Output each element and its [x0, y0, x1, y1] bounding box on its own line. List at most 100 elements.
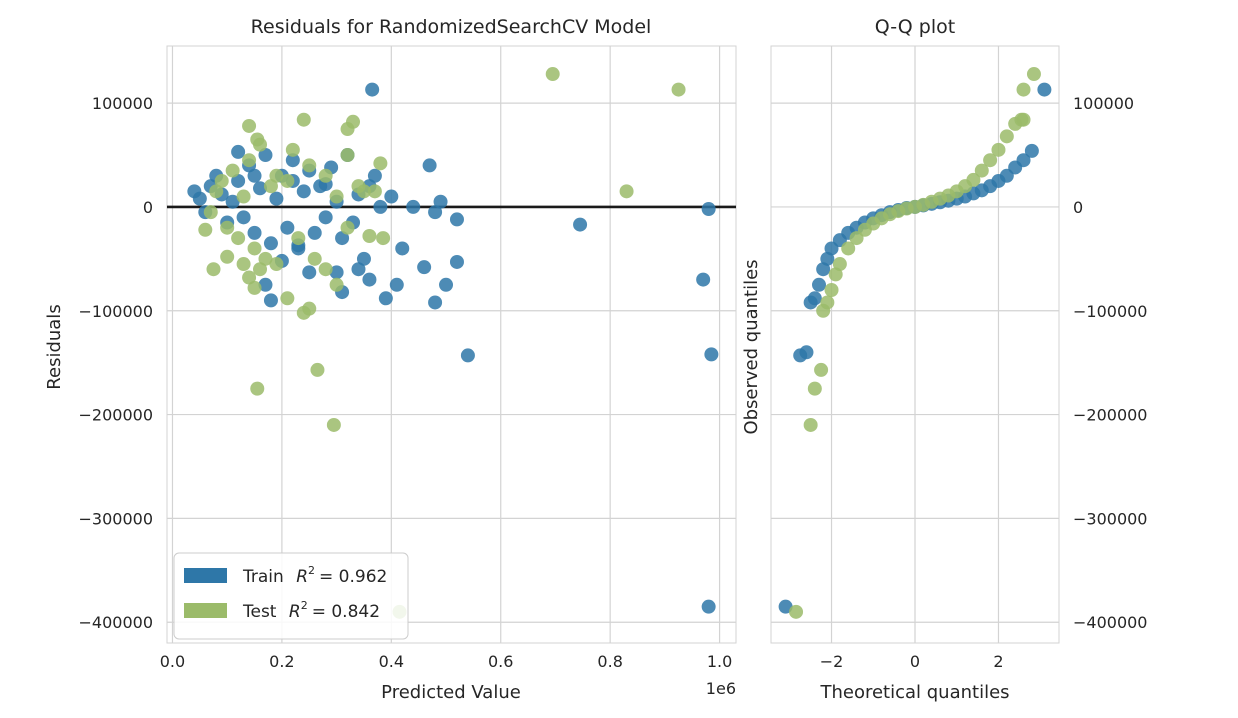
residuals-test-point: [285, 142, 300, 157]
legend-train-r2: = 0.962: [319, 567, 387, 587]
residuals-test-point: [269, 257, 284, 272]
residuals-train-point: [253, 181, 268, 196]
qq-train-point: [1016, 153, 1031, 168]
qq-series-test: [789, 67, 1041, 619]
residuals-test-point: [250, 381, 265, 396]
residuals-test-point: [258, 251, 273, 266]
residuals-test-point: [236, 257, 251, 272]
residuals-train-point: [406, 199, 421, 214]
qq-test-point: [841, 241, 856, 256]
residuals-train-point: [573, 217, 588, 232]
residuals-train-point: [449, 212, 464, 227]
residuals-y-label: Residuals: [44, 304, 65, 389]
residuals-train-point: [192, 191, 207, 206]
qq-test-point: [974, 163, 989, 178]
residuals-test-point: [263, 179, 278, 194]
qq-test-point: [807, 381, 822, 396]
residuals-train-point: [263, 236, 278, 251]
residuals-train-point: [296, 184, 311, 199]
qq-train-point: [1024, 143, 1039, 158]
residuals-test-point: [296, 305, 311, 320]
residuals-train-point: [285, 153, 300, 168]
residuals-test-point: [619, 184, 634, 199]
residuals-test-point: [376, 231, 391, 246]
qq-y-tick-label: −100000: [1073, 302, 1147, 321]
residuals-test-point: [242, 118, 257, 133]
residuals-test-point: [242, 153, 257, 168]
residuals-train-point: [433, 194, 448, 209]
residuals-test-point: [206, 262, 221, 277]
residuals-x-tick-label: 0.2: [269, 652, 294, 671]
residuals-test-point: [225, 163, 240, 178]
legend-train-r: R: [296, 567, 308, 587]
residuals-train-point: [696, 272, 711, 287]
residuals-y-tick-label: −300000: [79, 509, 153, 528]
residuals-x-tick-label: 0.8: [597, 652, 622, 671]
residuals-train-point: [362, 272, 377, 287]
residuals-train-point: [373, 199, 388, 214]
legend-frame: [173, 552, 409, 640]
qq-test-point: [832, 257, 847, 272]
qq-series-train: [778, 82, 1052, 614]
qq-y-tick-label: 100000: [1073, 94, 1134, 113]
residuals-y-tick-label: 0: [143, 198, 153, 217]
residuals-train-point: [365, 82, 380, 97]
qq-title: Q-Q plot: [875, 16, 955, 38]
residuals-test-point: [329, 189, 344, 204]
residuals-train-point: [329, 265, 344, 280]
qq-test-point: [820, 295, 835, 310]
residuals-test-point: [318, 262, 333, 277]
legend-test-prefix: Test: [242, 602, 277, 622]
residuals-train-point: [302, 265, 317, 280]
residuals-test-point: [356, 184, 371, 199]
qq-y-label: Observed quantiles: [741, 259, 762, 434]
residuals-grid: [167, 46, 736, 643]
residuals-test-point: [362, 229, 377, 244]
qq-train-point: [812, 277, 826, 292]
qq-train-point: [778, 599, 793, 614]
residuals-y-tick-label: −400000: [79, 613, 153, 632]
residuals-test-point: [198, 222, 213, 237]
qq-test-point: [1016, 82, 1031, 97]
legend-test-label: Test R2 = 0.842: [242, 599, 380, 622]
residuals-test-point: [329, 277, 344, 292]
legend-train-sup: 2: [308, 564, 315, 577]
residuals-train-point: [389, 277, 404, 292]
residuals-train-point: [269, 191, 284, 206]
residuals-test-point: [253, 262, 268, 277]
residuals-test-point: [291, 231, 306, 246]
residuals-test-point: [250, 132, 265, 147]
residuals-points: [187, 67, 719, 619]
residuals-train-point: [280, 220, 295, 235]
residuals-test-point: [346, 114, 361, 129]
residuals-train-point: [258, 277, 273, 292]
residuals-train-point: [236, 210, 251, 225]
residuals-panel: 0.0 0.2 0.4 0.6 0.8 1.0 100000 0 −100000 −200000…: [44, 16, 737, 703]
residuals-test-point: [236, 189, 251, 204]
residuals-test-point: [296, 112, 311, 127]
qq-test-point: [966, 172, 981, 187]
residuals-train-point: [384, 189, 399, 204]
residuals-train-point: [704, 347, 719, 362]
residuals-test-point: [209, 184, 224, 199]
residuals-test-point: [269, 168, 284, 183]
residuals-legend: Train R2 = 0.962 Test R2 = 0.842: [173, 552, 409, 640]
qq-test-point: [1016, 112, 1031, 127]
residuals-train-point: [231, 173, 246, 188]
residuals-train-point: [318, 210, 333, 225]
residuals-train-point: [378, 291, 393, 306]
residuals-train-point: [247, 168, 262, 183]
residuals-x-ticks: 0.0 0.2 0.4 0.6 0.8 1.0: [160, 652, 733, 671]
residuals-train-point: [367, 168, 382, 183]
qq-test-point: [1026, 67, 1041, 82]
residuals-train-point: [701, 202, 716, 217]
qq-test-point: [803, 417, 818, 432]
residuals-x-tick-label: 0.4: [379, 652, 404, 671]
residuals-train-point: [263, 293, 278, 308]
qq-y-tick-label: −300000: [1073, 509, 1147, 528]
residuals-test-point: [340, 148, 355, 163]
residuals-train-point: [428, 205, 443, 220]
qq-test-point: [824, 282, 839, 297]
residuals-train-point: [258, 148, 273, 163]
